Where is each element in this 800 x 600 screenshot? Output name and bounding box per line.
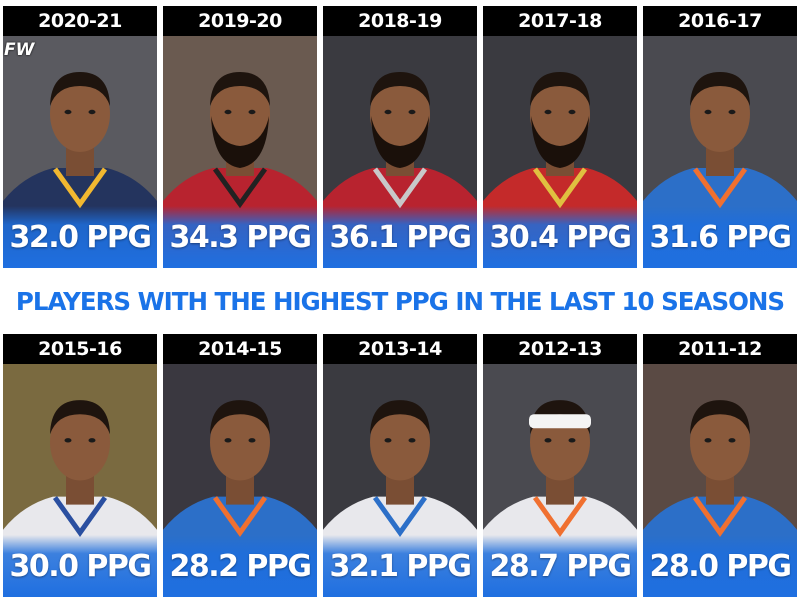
ppg-value: 32.1 PPG	[323, 535, 477, 597]
player-card: 2016-17 31.6 PPG	[643, 6, 797, 268]
ppg-value: 36.1 PPG	[323, 206, 477, 268]
ppg-value: 30.4 PPG	[483, 206, 637, 268]
season-label: 2012-13	[483, 334, 637, 364]
ppg-value: 28.2 PPG	[163, 535, 317, 597]
season-label: 2014-15	[163, 334, 317, 364]
season-label: 2020-21	[3, 6, 157, 36]
season-label: 2013-14	[323, 334, 477, 364]
player-card: 2020-21 32.0 PPG	[3, 6, 157, 268]
player-card: 2017-18 30.4 PPG	[483, 6, 637, 268]
season-label: 2015-16	[3, 334, 157, 364]
ppg-value: 30.0 PPG	[3, 535, 157, 597]
ppg-value: 28.7 PPG	[483, 535, 637, 597]
season-label: 2019-20	[163, 6, 317, 36]
headline: PLAYERS WITH THE HIGHEST PPG IN THE LAST…	[15, 286, 785, 316]
player-card: 2013-14 32.1 PPG	[323, 334, 477, 597]
fw-logo: FW	[4, 40, 35, 60]
season-label: 2011-12	[643, 334, 797, 364]
bottom-row: 2015-16 30.0 PPG 2014-15 28.2 PPG 2013-14 32.…	[3, 334, 797, 597]
player-card: 2018-19 36.1 PPG	[323, 6, 477, 268]
ppg-value: 31.6 PPG	[643, 206, 797, 268]
season-label: 2018-19	[323, 6, 477, 36]
season-label: 2017-18	[483, 6, 637, 36]
ppg-value: 34.3 PPG	[163, 206, 317, 268]
player-card: 2014-15 28.2 PPG	[163, 334, 317, 597]
player-card: 2011-12 28.0 PPG	[643, 334, 797, 597]
player-card: 2019-20 34.3 PPG	[163, 6, 317, 268]
ppg-value: 32.0 PPG	[3, 206, 157, 268]
top-row: 2020-21 32.0 PPG 2019-20 34.3 PPG 2018-19 36.…	[3, 6, 797, 268]
season-label: 2016-17	[643, 6, 797, 36]
player-card: 2015-16 30.0 PPG	[3, 334, 157, 597]
player-card: 2012-13 28.7 PPG	[483, 334, 637, 597]
ppg-value: 28.0 PPG	[643, 535, 797, 597]
